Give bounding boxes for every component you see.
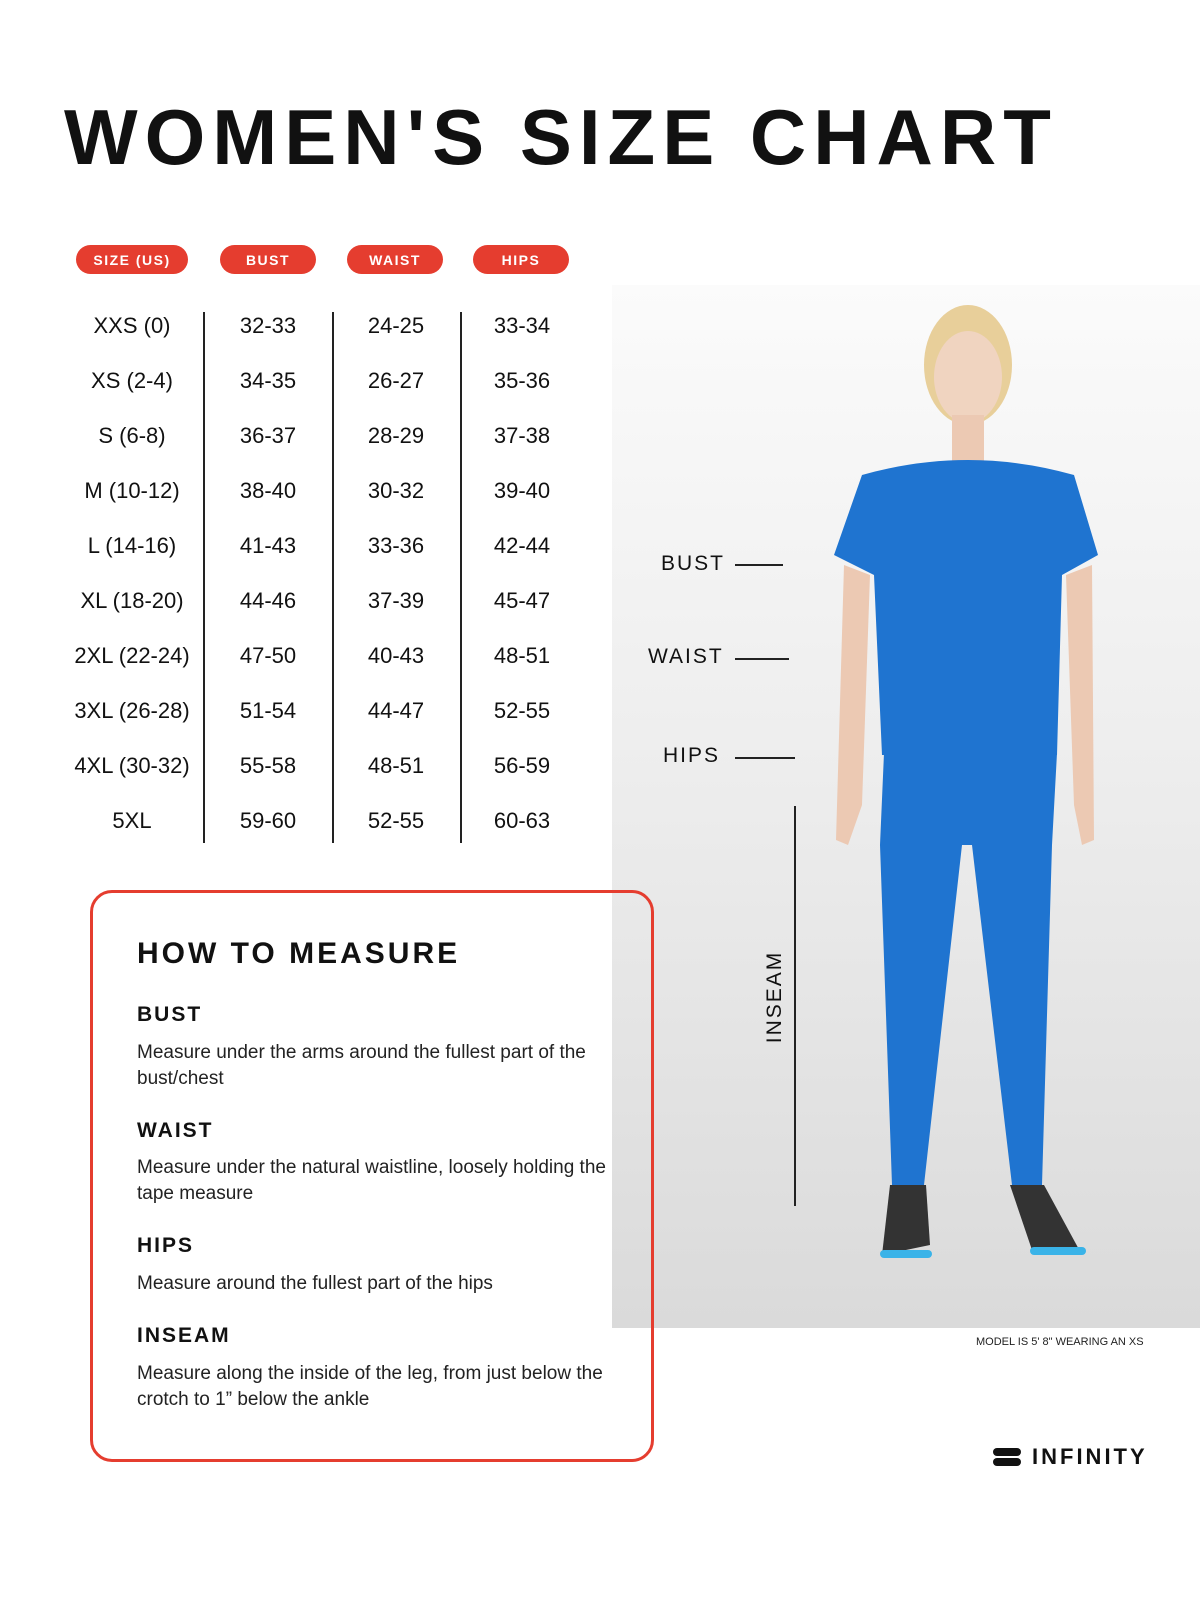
measurement-cell: 32-33	[239, 313, 297, 338]
measurement-cell: 40-43	[367, 643, 425, 668]
how-to-label: BUST	[137, 1003, 203, 1026]
measurement-cell: 56-59	[493, 753, 551, 778]
measurement-cell: 55-58	[239, 753, 297, 778]
measurement-cell: 59-60	[239, 808, 297, 833]
measurement-cell: 60-63	[493, 808, 551, 833]
divider	[460, 312, 462, 843]
measurement-cell: 34-35	[239, 368, 297, 393]
measurement-cell: 41-43	[239, 533, 297, 558]
measurement-cell: 48-51	[367, 753, 425, 778]
measurement-cell: 28-29	[367, 423, 425, 448]
size-cell: 3XL (26-28)	[74, 698, 190, 723]
size-cell: XS (2-4)	[91, 368, 173, 393]
brand-name: INFINITY	[1032, 1444, 1148, 1469]
measurement-cell: 52-55	[493, 698, 551, 723]
waist-line	[735, 658, 789, 660]
model-photo-panel	[612, 285, 1200, 1328]
header-size: SIZE (US)	[76, 245, 188, 274]
bust-line	[735, 564, 783, 566]
measurement-cell: 42-44	[493, 533, 551, 558]
infinity-logo-icon	[993, 1448, 1021, 1466]
measurement-cell: 47-50	[239, 643, 297, 668]
size-cell: XXS (0)	[93, 313, 171, 338]
measurement-cell: 48-51	[493, 643, 551, 668]
model-figure	[834, 305, 1098, 1258]
brand-logo: INFINITY	[992, 1444, 1148, 1470]
size-cell: 4XL (30-32)	[74, 753, 190, 778]
measurement-cell: 36-37	[239, 423, 297, 448]
measurement-cell: 30-32	[367, 478, 425, 503]
figure-label-inseam: INSEAM	[763, 950, 786, 1044]
measurement-cell: 24-25	[367, 313, 425, 338]
size-cell: 5XL	[112, 808, 152, 833]
measurement-cell: 33-36	[367, 533, 425, 558]
how-to-label: INSEAM	[137, 1324, 231, 1347]
size-cell: XL (18-20)	[80, 588, 184, 613]
inseam-line	[794, 806, 796, 1206]
measurement-cell: 44-47	[367, 698, 425, 723]
measurement-cell: 33-34	[493, 313, 551, 338]
measurement-cell: 38-40	[239, 478, 297, 503]
measurement-cell: 37-38	[493, 423, 551, 448]
how-to-text: Measure under the arms around the fulles…	[137, 1042, 586, 1089]
divider	[203, 312, 205, 843]
size-cell: L (14-16)	[87, 533, 177, 558]
model-note: MODEL IS 5' 8" WEARING AN XS	[976, 1336, 1144, 1348]
figure-label-waist: WAIST	[648, 645, 724, 668]
how-to-text: Measure around the fullest part of the h…	[137, 1273, 493, 1294]
size-cell: M (10-12)	[84, 478, 180, 503]
how-to-label: HIPS	[137, 1234, 195, 1257]
header-waist: WAIST	[347, 245, 443, 274]
divider	[332, 312, 334, 843]
how-to-title: HOW TO MEASURE	[137, 937, 461, 970]
how-to-text: Measure under the natural waistline, loo…	[137, 1157, 606, 1204]
page-title: WOMEN'S SIZE CHART	[64, 93, 1058, 181]
measurement-cell: 51-54	[239, 698, 297, 723]
header-bust: BUST	[220, 245, 316, 274]
measurement-cell: 45-47	[493, 588, 551, 613]
hips-line	[735, 757, 795, 759]
how-to-text: Measure along the inside of the leg, fro…	[137, 1363, 603, 1410]
figure-label-bust: BUST	[661, 552, 726, 575]
how-to-measure-box: HOW TO MEASURE BUST Measure under the ar…	[90, 890, 654, 1462]
measurement-cell: 44-46	[239, 588, 297, 613]
measurement-cell: 37-39	[367, 588, 425, 613]
size-cell: S (6-8)	[98, 423, 166, 448]
how-to-label: WAIST	[137, 1119, 214, 1142]
measurement-cell: 52-55	[367, 808, 425, 833]
measurement-cell: 39-40	[493, 478, 551, 503]
figure-label-hips: HIPS	[663, 744, 721, 767]
header-hips: HIPS	[473, 245, 569, 274]
measurement-cell: 26-27	[367, 368, 425, 393]
size-cell: 2XL (22-24)	[74, 643, 190, 668]
measurement-cell: 35-36	[493, 368, 551, 393]
